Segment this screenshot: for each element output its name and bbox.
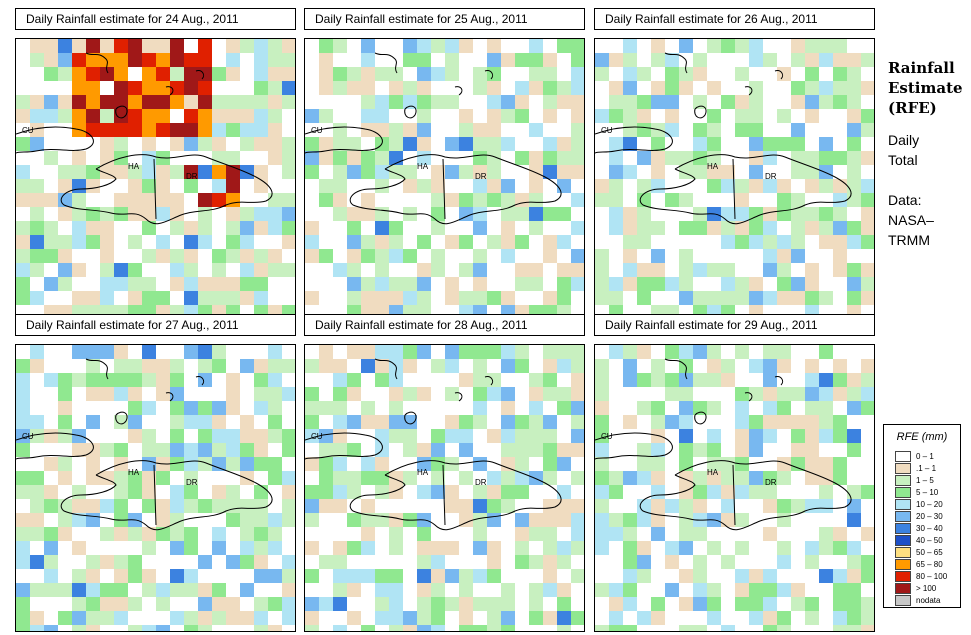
legend-label: nodata bbox=[916, 596, 941, 605]
rainfall-grid: CU HA DR bbox=[305, 345, 584, 631]
side-title-line3: (RFE) bbox=[888, 99, 937, 117]
side-data-label: Data: bbox=[888, 192, 922, 208]
rainfall-grid: CU HA DR bbox=[595, 345, 874, 631]
country-label-cu: CU bbox=[311, 432, 323, 441]
country-label-ha: HA bbox=[707, 162, 719, 171]
rainfall-grid: CU HA DR bbox=[595, 39, 874, 325]
country-label-cu: CU bbox=[311, 126, 323, 135]
side-daily: Daily bbox=[888, 132, 920, 148]
legend-swatch bbox=[895, 463, 911, 474]
island-outlines bbox=[16, 52, 273, 225]
rainfall-cells bbox=[305, 345, 584, 631]
legend-swatch bbox=[895, 451, 911, 462]
country-label-ha: HA bbox=[128, 162, 140, 171]
rainfall-cells bbox=[16, 39, 295, 325]
country-label-ha: HA bbox=[707, 468, 719, 477]
side-source-line2: TRMM bbox=[888, 232, 930, 248]
legend-label: 20 – 30 bbox=[916, 512, 943, 521]
legend-swatch bbox=[895, 571, 911, 582]
side-title: Rainfall Estimate (RFE) bbox=[888, 58, 963, 118]
rainfall-grid: CU HA DR bbox=[16, 345, 295, 631]
island-outlines bbox=[595, 358, 852, 531]
rainfall-panel: Daily Rainfall estimate for 29 Aug., 201… bbox=[594, 314, 875, 632]
legend-label: 65 – 80 bbox=[916, 560, 943, 569]
island-outlines bbox=[595, 52, 852, 225]
legend-swatch bbox=[895, 511, 911, 522]
country-label-cu: CU bbox=[601, 432, 613, 441]
rainfall-grid: CU HA DR bbox=[16, 39, 295, 325]
country-label-ha: HA bbox=[417, 468, 429, 477]
panel-title: Daily Rainfall estimate for 27 Aug., 201… bbox=[15, 314, 296, 336]
legend-swatch bbox=[895, 547, 911, 558]
side-daily-total: Daily Total bbox=[888, 130, 919, 170]
legend-swatch bbox=[895, 595, 911, 606]
legend-label: 80 – 100 bbox=[916, 572, 948, 581]
side-title-line1: Rainfall bbox=[888, 59, 955, 77]
legend-label: 1 – 5 bbox=[916, 476, 934, 485]
rainfall-panel: Daily Rainfall estimate for 27 Aug., 201… bbox=[15, 314, 296, 632]
country-label-ha: HA bbox=[417, 162, 429, 171]
rfe-legend: RFE (mm) 0 – 1 .1 – 1 1 – 5 5 – 10 10 – 20 20… bbox=[883, 424, 961, 608]
rainfall-map: CU HA DR bbox=[15, 38, 296, 326]
side-total: Total bbox=[888, 152, 918, 168]
legend-swatch bbox=[895, 523, 911, 534]
legend-swatch bbox=[895, 487, 911, 498]
country-label-dr: DR bbox=[475, 478, 487, 487]
panel-title: Daily Rainfall estimate for 29 Aug., 201… bbox=[594, 314, 875, 336]
rainfall-cells bbox=[595, 39, 874, 325]
country-label-cu: CU bbox=[601, 126, 613, 135]
panel-title: Daily Rainfall estimate for 25 Aug., 201… bbox=[304, 8, 585, 30]
rainfall-map: CU HA DR bbox=[304, 344, 585, 632]
legend-swatch bbox=[895, 535, 911, 546]
legend-swatch bbox=[895, 475, 911, 486]
side-data-source: Data: NASA– TRMM bbox=[888, 190, 934, 250]
panel-title: Daily Rainfall estimate for 24 Aug., 201… bbox=[15, 8, 296, 30]
country-label-ha: HA bbox=[128, 468, 140, 477]
legend-label: 30 – 40 bbox=[916, 524, 943, 533]
rainfall-map: CU HA DR bbox=[594, 344, 875, 632]
legend-swatch bbox=[895, 499, 911, 510]
rainfall-grid: CU HA DR bbox=[305, 39, 584, 325]
side-source-line1: NASA– bbox=[888, 212, 934, 228]
country-label-dr: DR bbox=[765, 172, 777, 181]
rainfall-panel: Daily Rainfall estimate for 26 Aug., 201… bbox=[594, 8, 875, 326]
country-label-dr: DR bbox=[475, 172, 487, 181]
country-label-dr: DR bbox=[186, 478, 198, 487]
island-outlines bbox=[16, 358, 273, 531]
panel-title: Daily Rainfall estimate for 28 Aug., 201… bbox=[304, 314, 585, 336]
country-label-dr: DR bbox=[765, 478, 777, 487]
legend-label: .1 – 1 bbox=[916, 464, 937, 473]
legend-label: > 100 bbox=[916, 584, 937, 593]
panel-title: Daily Rainfall estimate for 26 Aug., 201… bbox=[594, 8, 875, 30]
rainfall-map: CU HA DR bbox=[594, 38, 875, 326]
country-label-cu: CU bbox=[22, 126, 34, 135]
legend-title: RFE (mm) bbox=[896, 431, 948, 443]
legend-swatch bbox=[895, 559, 911, 570]
legend-label: 10 – 20 bbox=[916, 500, 943, 509]
legend-label: 50 – 65 bbox=[916, 548, 943, 557]
rainfall-cells bbox=[16, 345, 295, 631]
rainfall-cells bbox=[305, 39, 584, 325]
rainfall-map: CU HA DR bbox=[15, 344, 296, 632]
rainfall-cells bbox=[595, 345, 874, 631]
legend-label: 40 – 50 bbox=[916, 536, 943, 545]
rainfall-panel: Daily Rainfall estimate for 28 Aug., 201… bbox=[304, 314, 585, 632]
rainfall-panel: Daily Rainfall estimate for 25 Aug., 201… bbox=[304, 8, 585, 326]
legend-swatch bbox=[895, 583, 911, 594]
legend-label: 5 – 10 bbox=[916, 488, 939, 497]
side-title-line2: Estimate bbox=[888, 79, 963, 97]
rainfall-panel: Daily Rainfall estimate for 24 Aug., 201… bbox=[15, 8, 296, 326]
island-outlines bbox=[305, 52, 562, 225]
island-outlines bbox=[305, 358, 562, 531]
rainfall-map: CU HA DR bbox=[304, 38, 585, 326]
country-label-cu: CU bbox=[22, 432, 34, 441]
country-label-dr: DR bbox=[186, 172, 198, 181]
legend-label: 0 – 1 bbox=[916, 452, 934, 461]
